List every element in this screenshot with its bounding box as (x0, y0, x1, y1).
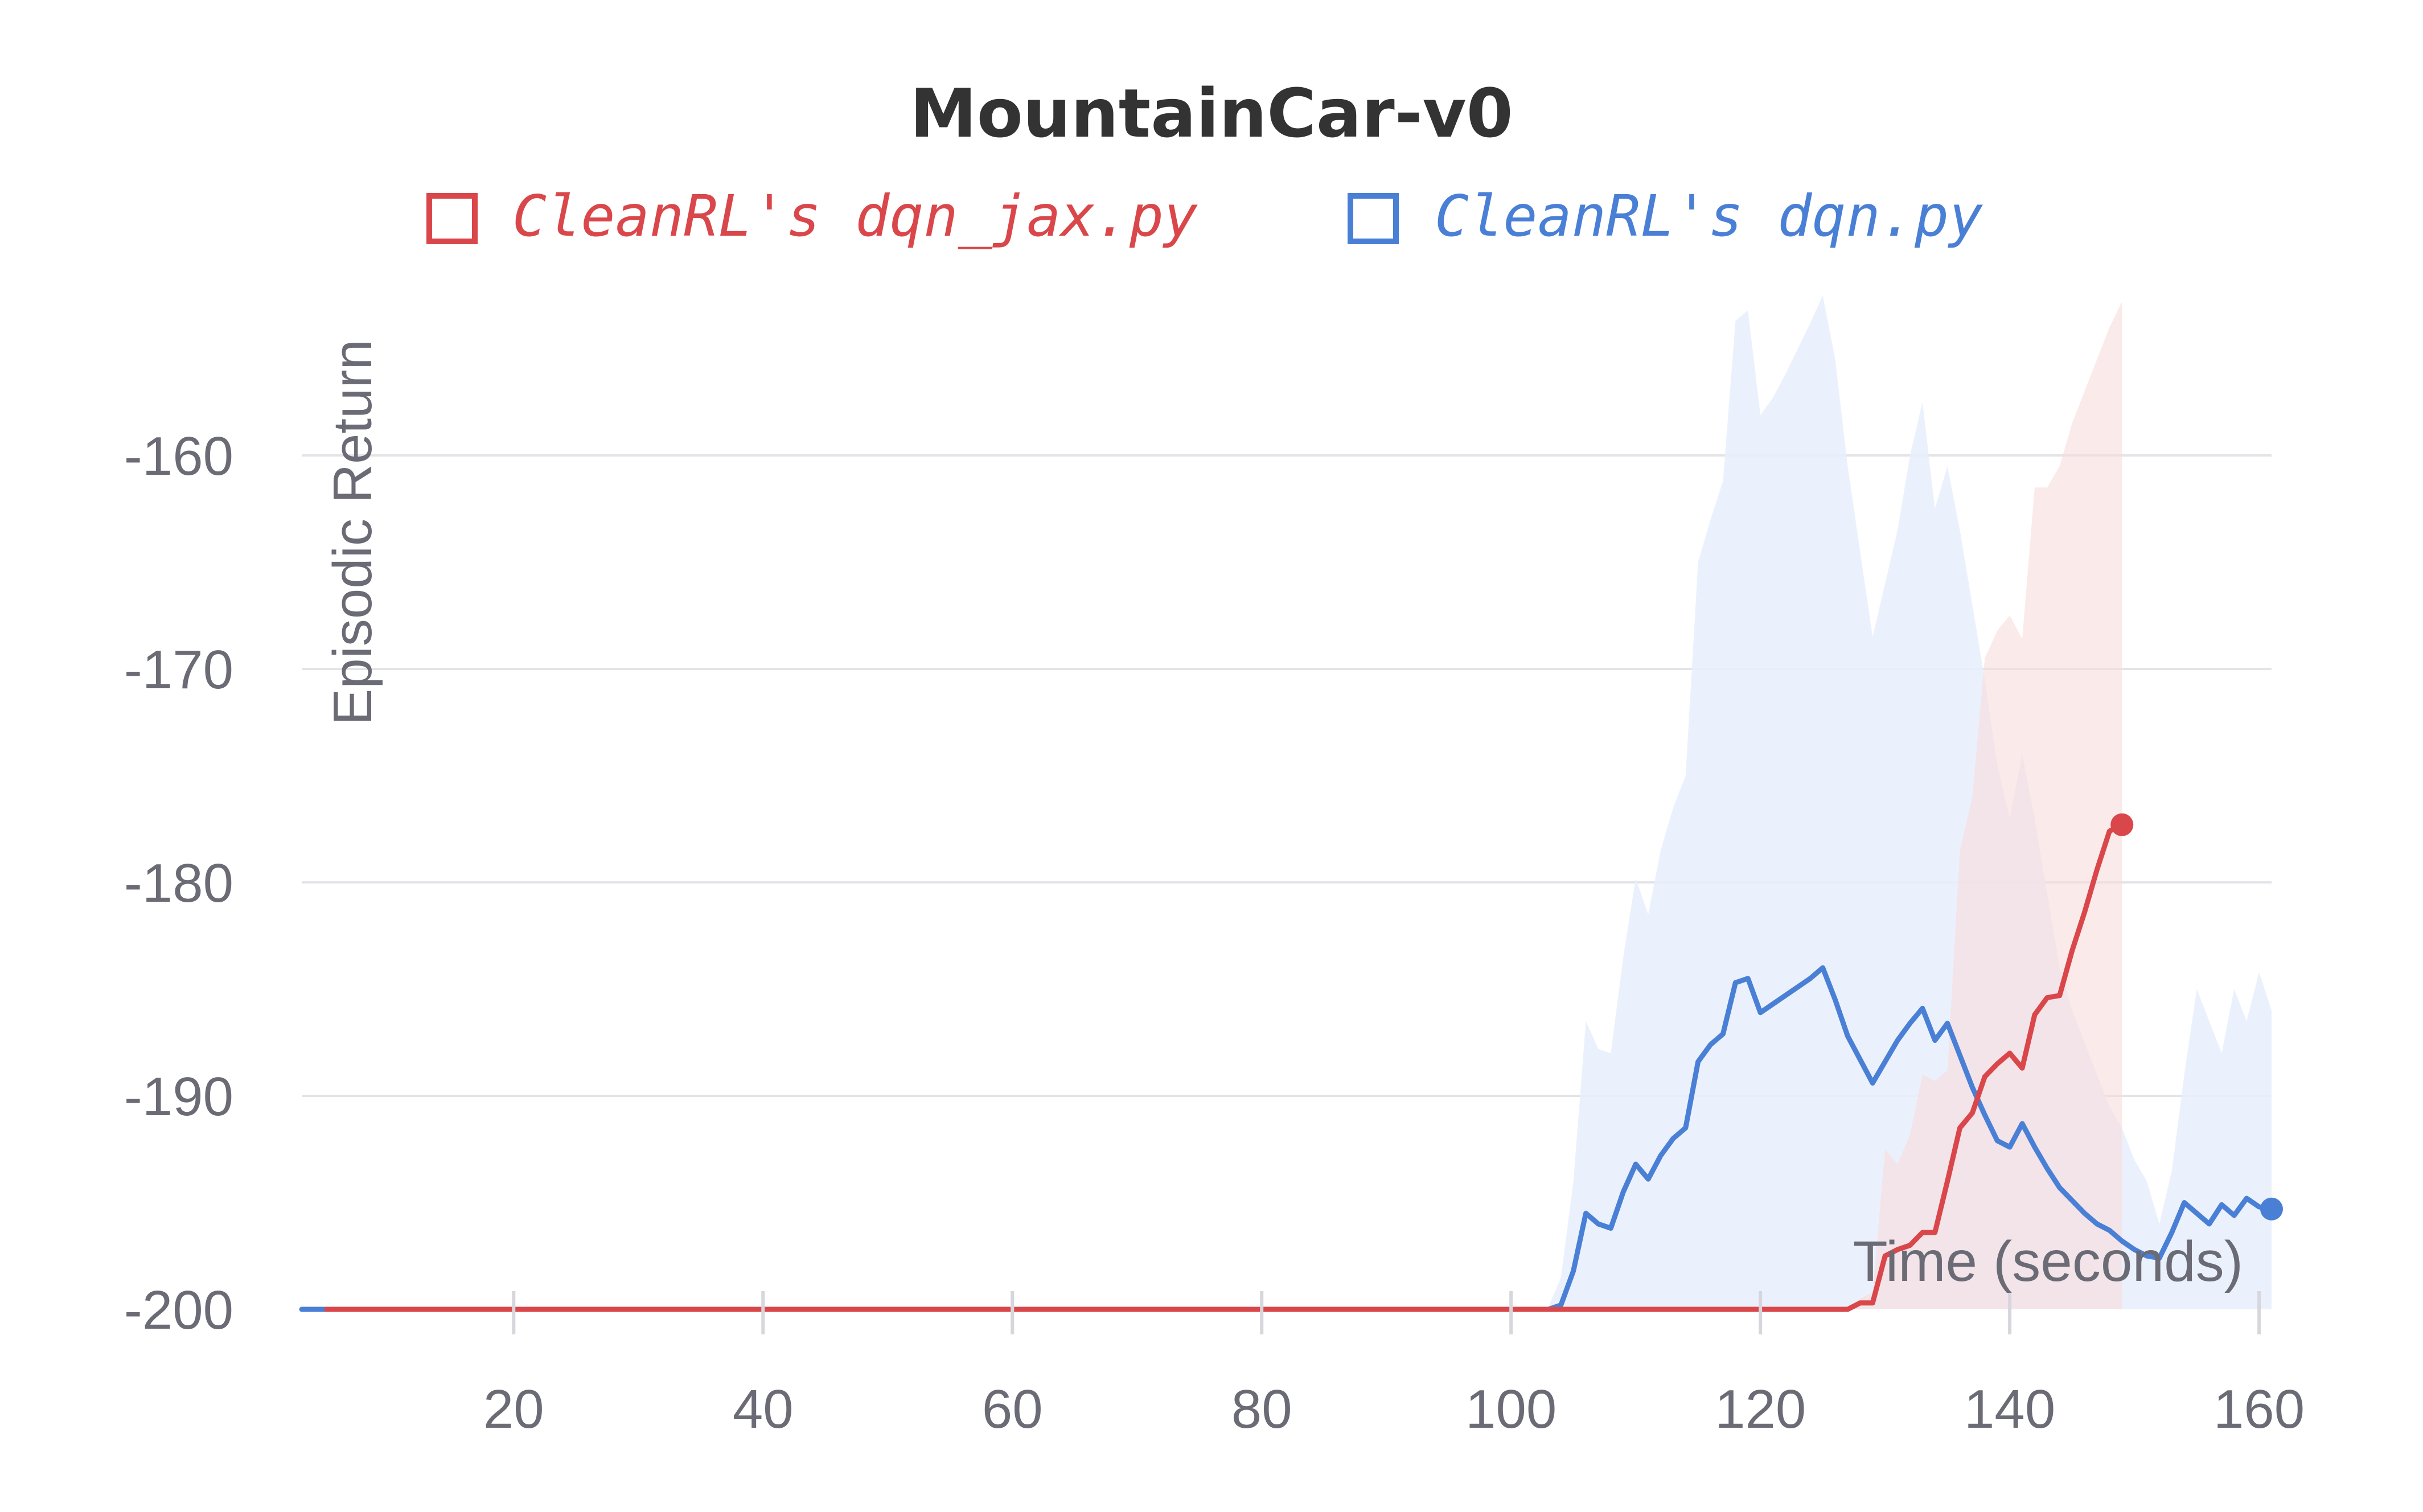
y-axis: -160 -170 -180 -190 -200 (124, 426, 233, 1341)
x-tick-label: 140 (1964, 1379, 2055, 1440)
confidence-band-series-1 (302, 295, 2272, 1309)
x-tick-label: 60 (982, 1379, 1043, 1440)
series-line-0[interactable] (324, 822, 2125, 1312)
x-axis-label: Time (seconds) (1853, 1230, 2243, 1293)
x-tick-label: 80 (1231, 1379, 1292, 1440)
x-tick-label: 40 (733, 1379, 794, 1440)
y-tick-label: -200 (124, 1280, 233, 1341)
series-line-1[interactable] (299, 965, 2274, 1312)
legend-swatch-dqn[interactable] (1348, 193, 1399, 244)
legend-swatch-dqn-jax[interactable] (426, 193, 478, 244)
x-axis: 20 40 60 80 100 120 140 160 (483, 1291, 2305, 1440)
legend: CleanRL's dqn_jax.py CleanRL's dqn.py (426, 183, 1983, 249)
y-tick-label: -180 (124, 853, 233, 914)
chart-title: MountainCar-v0 (910, 74, 1513, 153)
legend-label-dqn: CleanRL's dqn.py (1435, 183, 1983, 249)
y-tick-label: -190 (124, 1066, 233, 1127)
series-end-marker-0[interactable] (2110, 813, 2134, 836)
x-tick-label: 100 (1465, 1379, 1557, 1440)
legend-label-dqn-jax: CleanRL's dqn_jax.py (512, 183, 1198, 249)
series-end-marker-1[interactable] (2260, 1197, 2283, 1221)
x-tick-label: 20 (483, 1379, 544, 1440)
confidence-bands (302, 295, 2272, 1309)
x-tick-label: 120 (1715, 1379, 1806, 1440)
y-tick-label: -170 (124, 639, 233, 700)
y-axis-label: Episodic Return (322, 339, 383, 725)
y-tick-label: -160 (124, 426, 233, 487)
series-lines (299, 813, 2283, 1312)
x-tick-label: 160 (2213, 1379, 2305, 1440)
